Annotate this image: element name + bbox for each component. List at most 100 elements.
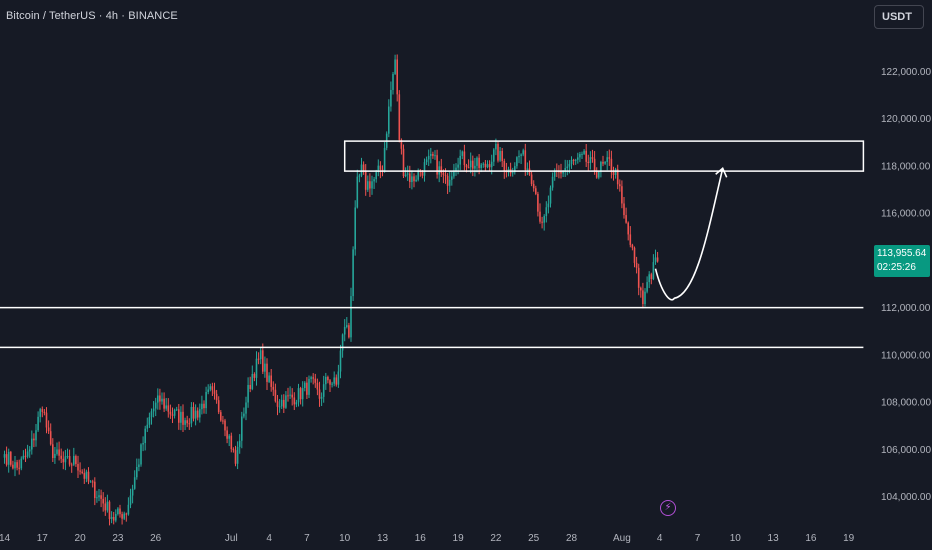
candle-body (138, 464, 140, 467)
candle (550, 186, 552, 208)
candle (527, 162, 529, 175)
candle (485, 160, 487, 171)
candle-body (588, 162, 590, 163)
candle (451, 171, 453, 185)
candle-body (548, 204, 550, 208)
candle (403, 145, 405, 179)
candle-body (380, 166, 382, 170)
candle (275, 384, 277, 403)
candle (430, 148, 432, 163)
time-tick-label: Aug (613, 533, 631, 544)
candle (8, 449, 10, 473)
candle-body (451, 176, 453, 179)
candle-body (464, 151, 466, 165)
candle-body (497, 144, 499, 161)
time-axis[interactable]: 14 17 20 23 26 Jul 4 7 10 13 16 19 22 25 28 Aug 4 7 10 13 16… (0, 533, 855, 544)
candle-body (651, 274, 653, 279)
candle-body (58, 449, 60, 455)
candle-body (10, 452, 12, 465)
candle-body (75, 456, 77, 464)
candle-body (193, 407, 195, 419)
lightning-icon[interactable]: ⚡ (660, 500, 676, 516)
candle (399, 90, 401, 142)
candle-body (541, 222, 543, 223)
candle (617, 165, 619, 189)
candle-body (52, 444, 54, 458)
candle (611, 151, 613, 179)
candle-body (258, 359, 260, 360)
candle-body (176, 409, 178, 410)
candle-body (512, 172, 514, 173)
candle (88, 467, 90, 484)
candle (172, 407, 174, 423)
candle (583, 149, 585, 155)
candle (86, 470, 88, 482)
candle-body (136, 467, 138, 477)
candle (296, 400, 298, 407)
candle-body (67, 456, 69, 457)
candle (602, 156, 604, 166)
candle-body (147, 425, 149, 429)
candle-body (596, 171, 598, 178)
candle (10, 451, 12, 467)
candle (184, 418, 186, 430)
candle-body (4, 454, 6, 458)
candle (56, 442, 58, 455)
candle (140, 443, 142, 466)
candle-body (281, 400, 283, 406)
candle (636, 257, 638, 274)
candle (541, 217, 543, 229)
candle-body (42, 409, 44, 412)
candle (369, 173, 371, 197)
currency-button[interactable]: USDT (874, 5, 924, 29)
candle (575, 159, 577, 165)
candle-body (302, 388, 304, 399)
candle (354, 200, 356, 255)
candle-body (172, 414, 174, 415)
candle-body (88, 472, 90, 482)
candle (344, 319, 346, 341)
price-axis[interactable]: 104,000.00 106,000.00 108,000.00 110,000.00… (881, 67, 931, 503)
candle-body (291, 395, 293, 398)
candle-body (407, 173, 409, 174)
candle (153, 401, 155, 417)
candle (546, 201, 548, 222)
candle (182, 404, 184, 432)
candle-body (50, 431, 52, 444)
candle-body (44, 412, 46, 413)
candle (596, 167, 598, 179)
candle (476, 156, 478, 172)
candle (161, 393, 163, 405)
candle (197, 407, 199, 420)
candle-body (262, 350, 264, 371)
candle-body (18, 468, 20, 469)
last-price-tag: 113,955.64 02:25:26 (874, 245, 930, 277)
candle (27, 445, 29, 459)
candle (329, 379, 331, 392)
candle (483, 162, 485, 168)
candle (651, 273, 653, 284)
candle-body (109, 502, 111, 519)
candle-body (426, 159, 428, 162)
candle (392, 72, 394, 94)
candle-body (312, 377, 314, 378)
candle (350, 288, 352, 342)
candle (455, 163, 457, 176)
time-tick-label: Jul (225, 533, 238, 544)
candle-body (594, 159, 596, 171)
price-tick-label: 104,000.00 (881, 492, 931, 503)
candle-body (363, 164, 365, 170)
candle (121, 512, 123, 525)
candle-body (470, 161, 472, 168)
candle-body (86, 472, 88, 479)
candle-body (390, 90, 392, 107)
candle (348, 323, 350, 339)
candle (581, 152, 583, 159)
candle-body (434, 155, 436, 156)
candle (308, 376, 310, 398)
candle-body (153, 409, 155, 412)
time-tick-label: 17 (37, 533, 49, 544)
candle (37, 411, 39, 432)
